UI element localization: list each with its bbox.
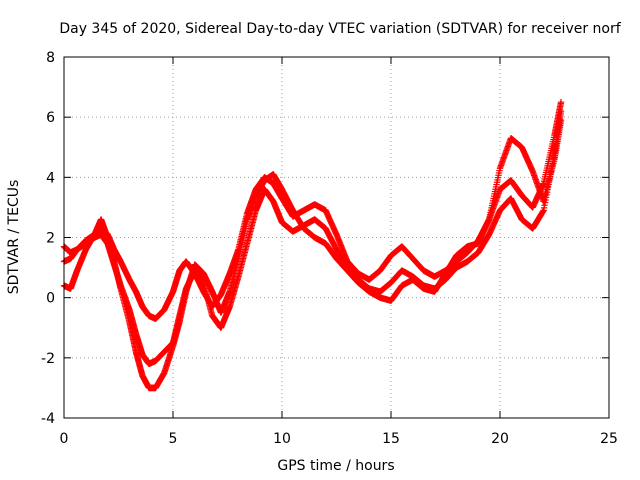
y-tick-label: -4 — [41, 411, 55, 427]
data-point — [557, 98, 565, 106]
x-tick-label: 15 — [382, 431, 400, 447]
series-trace-3 — [60, 116, 565, 392]
x-tick-label: 10 — [273, 431, 291, 447]
data-points — [60, 98, 565, 392]
x-tick-label: 5 — [169, 431, 178, 447]
x-axis-label: GPS time / hours — [277, 458, 394, 474]
x-tick-label: 20 — [491, 431, 509, 447]
y-tick-label: -2 — [41, 351, 55, 367]
y-tick-label: 6 — [46, 110, 55, 126]
y-axis-label: SDTVAR / TECUs — [6, 180, 22, 295]
x-tick-label: 0 — [60, 431, 69, 447]
y-tick-label: 4 — [46, 170, 55, 186]
x-tick-label: 25 — [600, 431, 618, 447]
y-tick-label: 0 — [46, 291, 55, 307]
y-tick-label: 8 — [46, 50, 55, 66]
y-tick-label: 2 — [46, 231, 55, 247]
chart-title: Day 345 of 2020, Sidereal Day-to-day VTE… — [59, 21, 621, 37]
y-axis-ticks: -4 -2 0 2 4 6 8 — [41, 50, 609, 427]
